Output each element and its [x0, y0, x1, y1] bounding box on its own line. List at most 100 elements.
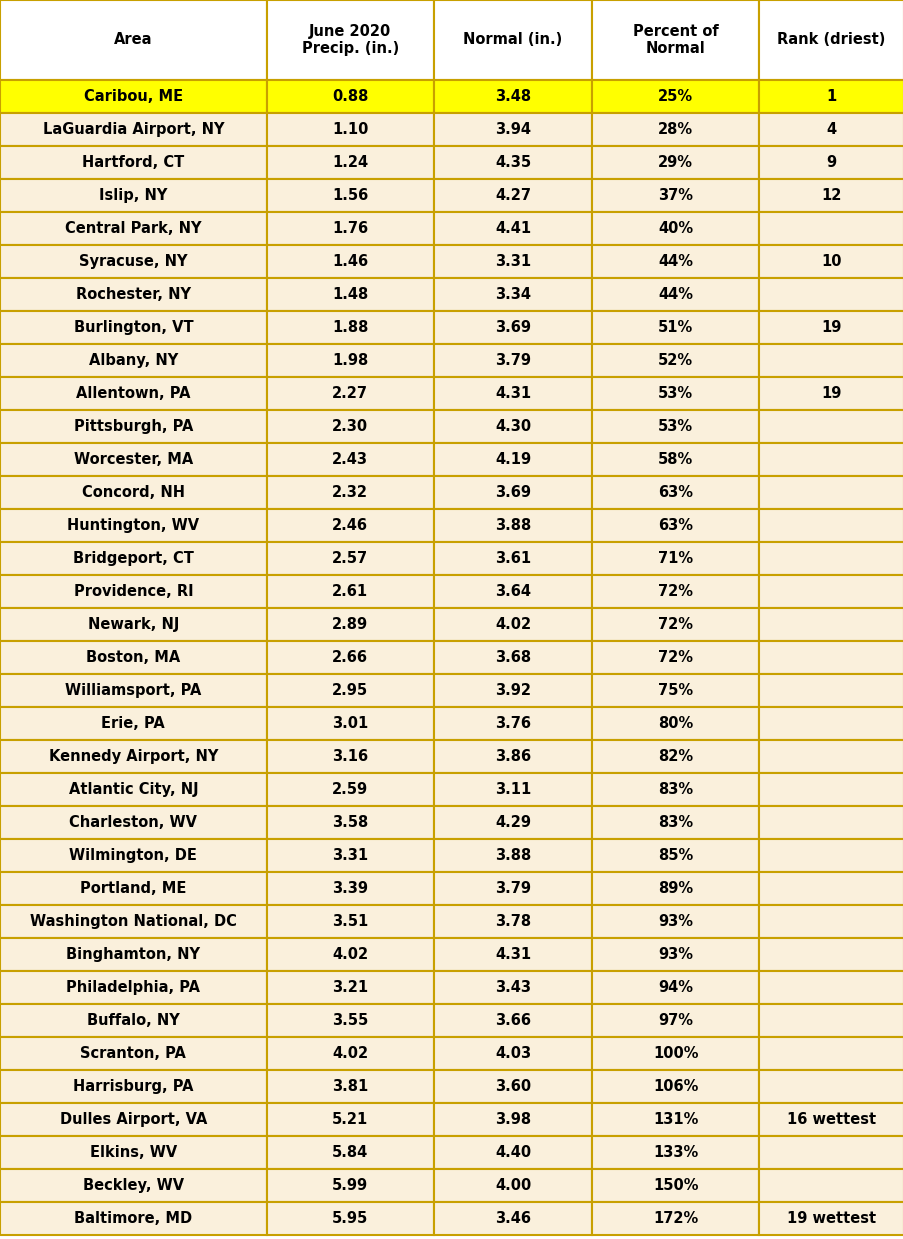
- Bar: [0, 146, 266, 178]
- Bar: [0, 81, 266, 113]
- Text: 3.58: 3.58: [331, 815, 368, 830]
- Text: 10: 10: [821, 254, 841, 269]
- Text: Pittsburgh, PA: Pittsburgh, PA: [73, 419, 193, 434]
- Bar: [759, 146, 903, 178]
- Bar: [591, 971, 759, 1004]
- Bar: [0, 608, 266, 641]
- Bar: [266, 1202, 433, 1235]
- Bar: [433, 410, 591, 444]
- Bar: [266, 245, 433, 278]
- Bar: [759, 476, 903, 509]
- Text: Erie, PA: Erie, PA: [101, 716, 165, 731]
- Bar: [759, 904, 903, 938]
- Bar: [759, 1202, 903, 1235]
- Bar: [0, 707, 266, 740]
- Text: 4: 4: [825, 121, 836, 138]
- Text: 82%: 82%: [657, 750, 693, 764]
- Text: 19: 19: [821, 387, 841, 401]
- Bar: [433, 444, 591, 476]
- Text: 133%: 133%: [652, 1145, 698, 1160]
- Text: 25%: 25%: [657, 89, 693, 104]
- Bar: [0, 245, 266, 278]
- Bar: [266, 476, 433, 509]
- Bar: [266, 146, 433, 178]
- Text: 2.61: 2.61: [332, 584, 368, 598]
- Text: 2.89: 2.89: [332, 617, 368, 632]
- Text: 2.30: 2.30: [332, 419, 368, 434]
- Text: 93%: 93%: [657, 947, 693, 961]
- Bar: [433, 1170, 591, 1202]
- Bar: [433, 904, 591, 938]
- Bar: [759, 410, 903, 444]
- Text: Central Park, NY: Central Park, NY: [65, 221, 201, 235]
- Bar: [433, 807, 591, 839]
- Bar: [759, 344, 903, 377]
- Text: 4.35: 4.35: [495, 155, 530, 170]
- Text: Burlington, VT: Burlington, VT: [73, 320, 193, 335]
- Bar: [0, 641, 266, 674]
- Text: 3.81: 3.81: [331, 1079, 368, 1094]
- Text: 80%: 80%: [657, 716, 693, 731]
- Bar: [591, 81, 759, 113]
- Text: Percent of
Normal: Percent of Normal: [632, 24, 718, 56]
- Bar: [591, 541, 759, 575]
- Text: 37%: 37%: [657, 188, 693, 203]
- Text: Dulles Airport, VA: Dulles Airport, VA: [60, 1111, 207, 1127]
- Bar: [0, 1070, 266, 1103]
- Bar: [591, 377, 759, 410]
- Text: 3.88: 3.88: [494, 518, 531, 533]
- Text: 1.46: 1.46: [332, 254, 368, 269]
- Text: 3.11: 3.11: [494, 782, 531, 797]
- Bar: [266, 938, 433, 971]
- Bar: [266, 113, 433, 146]
- Text: Philadelphia, PA: Philadelphia, PA: [66, 980, 200, 995]
- Text: Concord, NH: Concord, NH: [82, 484, 184, 501]
- Text: 4.41: 4.41: [495, 221, 530, 235]
- Text: 3.79: 3.79: [495, 881, 530, 896]
- Text: Huntington, WV: Huntington, WV: [67, 518, 200, 533]
- Text: 3.76: 3.76: [495, 716, 530, 731]
- Bar: [0, 872, 266, 904]
- Text: 1.10: 1.10: [331, 121, 368, 138]
- Text: Boston, MA: Boston, MA: [86, 650, 181, 665]
- Text: 3.86: 3.86: [495, 750, 530, 764]
- Text: 3.69: 3.69: [495, 320, 530, 335]
- Bar: [0, 444, 266, 476]
- Bar: [591, 113, 759, 146]
- Text: 3.21: 3.21: [332, 980, 368, 995]
- Bar: [0, 1004, 266, 1037]
- Bar: [266, 0, 433, 81]
- Text: 12: 12: [821, 188, 841, 203]
- Bar: [433, 344, 591, 377]
- Text: 1.98: 1.98: [331, 353, 368, 368]
- Bar: [591, 311, 759, 344]
- Bar: [433, 1070, 591, 1103]
- Text: 19: 19: [821, 320, 841, 335]
- Text: Hartford, CT: Hartford, CT: [82, 155, 184, 170]
- Text: 83%: 83%: [657, 782, 693, 797]
- Text: Binghamton, NY: Binghamton, NY: [66, 947, 200, 961]
- Bar: [591, 0, 759, 81]
- Text: 5.21: 5.21: [331, 1111, 368, 1127]
- Bar: [433, 146, 591, 178]
- Bar: [759, 641, 903, 674]
- Bar: [591, 344, 759, 377]
- Bar: [759, 807, 903, 839]
- Text: 3.16: 3.16: [332, 750, 368, 764]
- Text: 72%: 72%: [657, 584, 693, 598]
- Bar: [591, 476, 759, 509]
- Bar: [759, 81, 903, 113]
- Bar: [433, 872, 591, 904]
- Bar: [0, 509, 266, 541]
- Text: 2.57: 2.57: [332, 551, 368, 566]
- Text: 3.01: 3.01: [331, 716, 368, 731]
- Bar: [433, 938, 591, 971]
- Text: 5.84: 5.84: [331, 1145, 368, 1160]
- Text: 3.43: 3.43: [495, 980, 530, 995]
- Text: 3.98: 3.98: [495, 1111, 530, 1127]
- Bar: [759, 541, 903, 575]
- Text: 93%: 93%: [657, 914, 693, 929]
- Bar: [0, 1202, 266, 1235]
- Bar: [759, 608, 903, 641]
- Bar: [591, 1070, 759, 1103]
